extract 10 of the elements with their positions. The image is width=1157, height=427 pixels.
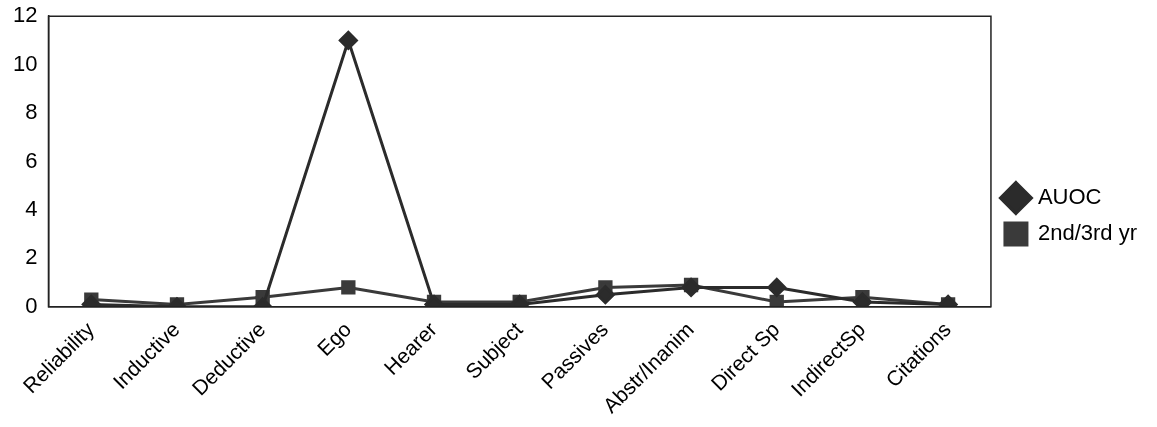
- y-tick-label: 4: [25, 196, 38, 222]
- x-tick-label: Ego: [312, 317, 356, 361]
- y-tick-label: 12: [12, 2, 38, 28]
- legend-label: 2nd/3rd yr: [1037, 220, 1138, 246]
- y-tick-label: 2: [25, 244, 38, 270]
- y-tick-label: 0: [25, 292, 38, 318]
- y-tick-label: 10: [12, 50, 38, 76]
- y-tick-label: 6: [25, 147, 38, 173]
- y-tick-label: 8: [25, 99, 38, 125]
- legend-label: AUOC: [1037, 184, 1102, 210]
